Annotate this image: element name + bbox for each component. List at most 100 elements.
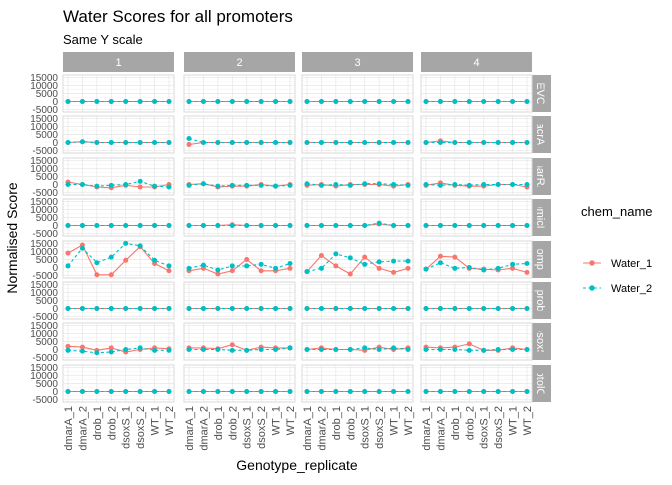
- data-point-Water_2: [362, 306, 368, 312]
- data-point-Water_2: [481, 389, 487, 395]
- y-tick-label: -5000: [32, 146, 58, 157]
- data-point-Water_1: [229, 268, 235, 274]
- data-point-Water_2: [304, 99, 310, 105]
- panel-pompF-2: [183, 240, 296, 279]
- data-point-Water_2: [318, 265, 324, 271]
- x-tick-label: dsoxS_1: [360, 406, 372, 449]
- data-point-Water_2: [65, 182, 71, 188]
- data-point-Water_2: [304, 269, 310, 275]
- data-point-Water_1: [94, 272, 100, 278]
- panel-pmarRAB-4: [420, 157, 533, 196]
- data-point-Water_2: [481, 306, 487, 312]
- panel-psoxS-2: [183, 322, 296, 361]
- data-point-Water_2: [273, 140, 279, 146]
- data-point-Water_2: [391, 345, 397, 351]
- data-point-Water_2: [152, 223, 158, 229]
- data-point-Water_1: [123, 257, 129, 263]
- x-tick-label: drob_1: [450, 406, 462, 440]
- y-tick-label: 10000: [30, 329, 58, 340]
- data-point-Water_2: [152, 389, 158, 395]
- y-tick-label: 10000: [30, 81, 58, 92]
- data-point-Water_2: [166, 306, 172, 312]
- data-point-Water_2: [273, 99, 279, 105]
- data-point-Water_2: [481, 182, 487, 188]
- data-point-Water_2: [244, 263, 250, 269]
- data-point-Water_2: [495, 347, 501, 353]
- data-point-Water_1: [347, 271, 353, 277]
- y-tick-label: 0: [52, 304, 58, 315]
- data-point-Water_2: [215, 140, 221, 146]
- data-point-Water_2: [333, 140, 339, 146]
- data-point-Water_2: [79, 182, 85, 188]
- data-point-Water_2: [186, 389, 192, 395]
- data-point-Water_2: [79, 99, 85, 105]
- data-point-Water_2: [524, 140, 530, 146]
- x-tick-label: dsoxS_1: [242, 406, 254, 449]
- y-tick-label: 0: [52, 387, 58, 398]
- data-point-Water_2: [65, 389, 71, 395]
- facet-row-label: pmicF: [534, 203, 546, 233]
- x-tick-label: WT_2: [164, 406, 176, 435]
- data-point-Water_2: [391, 182, 397, 188]
- x-tick-label: drob_2: [345, 406, 357, 440]
- data-point-Water_1: [510, 265, 516, 271]
- data-point-Water_2: [108, 140, 114, 146]
- data-point-Water_2: [318, 140, 324, 146]
- y-tick-label: 15000: [30, 73, 58, 84]
- y-tick-label: 5000: [36, 379, 59, 390]
- facet-row-label: EVC: [534, 82, 546, 105]
- y-tick-label: 0: [52, 221, 58, 232]
- y-tick-label: -5000: [32, 229, 58, 240]
- x-axis-label: Genotype_replicate: [236, 457, 358, 473]
- y-tick-label: 0: [52, 263, 58, 274]
- data-point-Water_2: [391, 140, 397, 146]
- data-point-Water_2: [186, 347, 192, 353]
- facet-strip-col: [63, 52, 174, 72]
- panel-pmarRAB-2: [183, 157, 296, 196]
- data-point-Water_2: [347, 182, 353, 188]
- data-point-Water_2: [437, 99, 443, 105]
- data-point-Water_2: [495, 389, 501, 395]
- data-point-Water_2: [423, 266, 429, 272]
- facet-row-label: pmarRAB: [534, 153, 546, 201]
- data-point-Water_2: [347, 389, 353, 395]
- y-tick-label: 10000: [30, 371, 58, 382]
- data-point-Water_2: [200, 262, 206, 268]
- data-point-Water_2: [437, 347, 443, 353]
- data-point-Water_2: [318, 223, 324, 229]
- facet-row-label: pompF: [534, 242, 546, 277]
- facet-col-label: 1: [115, 57, 121, 69]
- panel-prob-2: [183, 281, 296, 320]
- y-tick-label: -5000: [32, 312, 58, 323]
- panel-pmarRAB-1: [62, 157, 175, 196]
- y-tick-label: 5000: [36, 255, 59, 266]
- facet-col-label: 4: [473, 57, 479, 69]
- x-tick-label: dmarA_2: [435, 406, 447, 451]
- data-point-Water_2: [466, 182, 472, 188]
- data-point-Water_2: [362, 181, 368, 187]
- legend-label: Water_2: [611, 283, 652, 295]
- data-point-Water_2: [215, 99, 221, 105]
- facet-strip-col: [184, 52, 295, 72]
- facet-strip-col: [421, 52, 532, 72]
- x-tick-label: dsoxS_2: [135, 406, 147, 449]
- data-point-Water_2: [376, 259, 382, 265]
- data-point-Water_2: [186, 306, 192, 312]
- data-point-Water_2: [273, 265, 279, 271]
- x-tick-label: WT_2: [285, 406, 297, 435]
- x-tick-label: dmarA_1: [184, 406, 196, 451]
- y-tick-label: 15000: [30, 114, 58, 125]
- data-point-Water_2: [362, 140, 368, 146]
- x-tick-label: dmarA_2: [198, 406, 210, 451]
- data-point-Water_2: [333, 223, 339, 229]
- data-point-Water_2: [391, 223, 397, 229]
- data-point-Water_2: [287, 261, 293, 267]
- y-tick-label: 5000: [36, 213, 59, 224]
- data-point-Water_2: [510, 347, 516, 353]
- y-tick-label: 0: [52, 180, 58, 191]
- facet-row-label: ptolC: [534, 371, 546, 397]
- data-point-Water_2: [229, 182, 235, 188]
- data-point-Water_2: [524, 389, 530, 395]
- data-point-Water_2: [376, 140, 382, 146]
